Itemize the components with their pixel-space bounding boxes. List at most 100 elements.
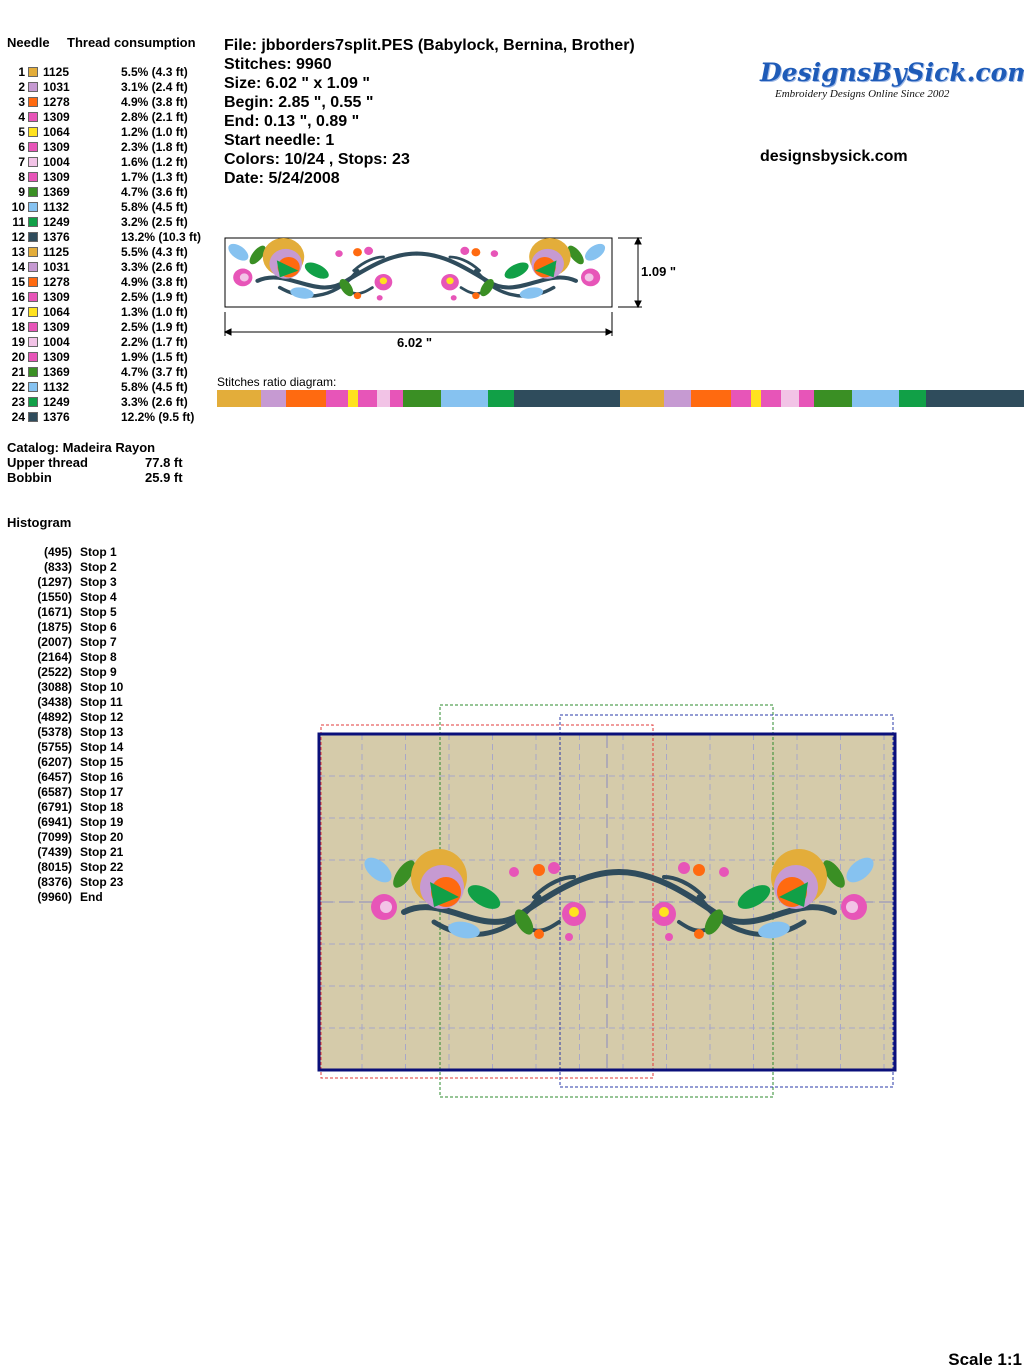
thread-consumption: 3.2% (2.5 ft) xyxy=(121,215,188,229)
needle-number: 17 xyxy=(11,305,25,319)
date-info: Date: 5/24/2008 xyxy=(224,170,340,187)
thread-code: 1309 xyxy=(43,170,70,184)
needle-number: 3 xyxy=(18,95,25,109)
stitch-count: (6207) xyxy=(37,755,72,769)
needle-number: 24 xyxy=(11,410,25,424)
thread-consumption: 4.9% (3.8 ft) xyxy=(121,275,188,289)
thread-code: 1004 xyxy=(43,335,70,349)
thread-color-swatch xyxy=(28,277,38,287)
ratio-segment xyxy=(487,390,514,407)
ratio-segment xyxy=(664,390,692,407)
histogram-row: (4892) Stop 12 xyxy=(8,710,138,725)
stop-label: Stop 23 xyxy=(80,875,124,889)
stop-label: Stop 14 xyxy=(80,740,124,754)
needle-row: 10 1132 5.8% (4.5 ft) xyxy=(8,200,213,215)
stitch-count: (4892) xyxy=(37,710,72,724)
needle-number: 8 xyxy=(18,170,25,184)
begin-info: Begin: 2.85 ", 0.55 " xyxy=(224,94,374,111)
ratio-segment xyxy=(814,390,853,407)
ratio-segment xyxy=(513,390,621,407)
thread-code: 1249 xyxy=(43,395,70,409)
thread-code: 1249 xyxy=(43,215,70,229)
stop-label: Stop 13 xyxy=(80,725,124,739)
stop-label: Stop 16 xyxy=(80,770,124,784)
needle-row: 7 1004 1.6% (1.2 ft) xyxy=(8,155,213,170)
histogram-row: (833) Stop 2 xyxy=(8,560,138,575)
stitch-count: (1297) xyxy=(37,575,72,589)
stitch-count: (495) xyxy=(43,545,72,559)
stitch-count: (1875) xyxy=(37,620,72,634)
scale-label: Scale 1:1 xyxy=(948,1350,1022,1369)
ratio-segment xyxy=(925,390,1024,407)
histogram-row: (2164) Stop 8 xyxy=(8,650,138,665)
histogram-row: (3088) Stop 10 xyxy=(8,680,138,695)
consumption-column-header: Thread consumption xyxy=(67,35,196,50)
thread-consumption: 2.5% (1.9 ft) xyxy=(121,320,188,334)
thread-code: 1369 xyxy=(43,185,70,199)
thread-color-swatch xyxy=(28,247,38,257)
thread-color-swatch xyxy=(28,217,38,227)
preview-outline xyxy=(224,237,613,308)
thread-code: 1132 xyxy=(43,380,70,394)
needle-number: 9 xyxy=(18,185,25,199)
needle-row: 5 1064 1.2% (1.0 ft) xyxy=(8,125,213,140)
histogram-row: (1671) Stop 5 xyxy=(8,605,138,620)
width-dimension xyxy=(223,312,614,336)
needle-row: 13 1125 5.5% (4.3 ft) xyxy=(8,245,213,260)
thread-consumption: 3.3% (2.6 ft) xyxy=(121,260,188,274)
brand-tagline: Embroidery Designs Online Since 2002 xyxy=(775,88,950,100)
needle-row: 18 1309 2.5% (1.9 ft) xyxy=(8,320,213,335)
needle-number: 23 xyxy=(11,395,25,409)
histogram-row: (5378) Stop 13 xyxy=(8,725,138,740)
needle-row: 19 1004 2.2% (1.7 ft) xyxy=(8,335,213,350)
stitches-ratio-bar xyxy=(217,390,1024,407)
stop-label: Stop 12 xyxy=(80,710,124,724)
stop-label: Stop 21 xyxy=(80,845,124,859)
thread-consumption: 1.7% (1.3 ft) xyxy=(121,170,188,184)
needle-row: 15 1278 4.9% (3.8 ft) xyxy=(8,275,213,290)
stitch-count: (2522) xyxy=(37,665,72,679)
thread-consumption: 5.8% (4.5 ft) xyxy=(121,380,188,394)
needle-row: 3 1278 4.9% (3.8 ft) xyxy=(8,95,213,110)
thread-color-swatch xyxy=(28,97,38,107)
needle-row: 17 1064 1.3% (1.0 ft) xyxy=(8,305,213,320)
ratio-segment xyxy=(730,390,751,407)
needle-number: 5 xyxy=(18,125,25,139)
thread-code: 1309 xyxy=(43,110,70,124)
needle-row: 8 1309 1.7% (1.3 ft) xyxy=(8,170,213,185)
stitch-count: (8376) xyxy=(37,875,72,889)
thread-code: 1031 xyxy=(43,260,70,274)
catalog-line: Catalog: Madeira Rayon xyxy=(7,440,156,455)
histogram-row: (2007) Stop 7 xyxy=(8,635,138,650)
ratio-segment xyxy=(781,390,800,407)
stop-label: Stop 1 xyxy=(80,545,117,559)
histogram-row: (1550) Stop 4 xyxy=(8,590,138,605)
thread-color-swatch xyxy=(28,322,38,332)
stop-label: Stop 3 xyxy=(80,575,117,589)
height-dimension xyxy=(618,236,642,309)
histogram-row: (8015) Stop 22 xyxy=(8,860,138,875)
thread-color-swatch xyxy=(28,202,38,212)
thread-consumption: 12.2% (9.5 ft) xyxy=(121,410,195,424)
stop-label: Stop 17 xyxy=(80,785,124,799)
ratio-segment xyxy=(799,390,815,407)
start-needle-info: Start needle: 1 xyxy=(224,132,335,149)
thread-color-swatch xyxy=(28,367,38,377)
needle-row: 12 1376 13.2% (10.3 ft) xyxy=(8,230,213,245)
needle-number: 11 xyxy=(12,215,25,229)
size-info: Size: 6.02 " x 1.09 " xyxy=(224,75,370,92)
thread-code: 1309 xyxy=(43,140,70,154)
histogram-row: (3438) Stop 11 xyxy=(8,695,138,710)
ratio-segment xyxy=(261,390,287,407)
thread-code: 1309 xyxy=(43,290,70,304)
stitch-count: (5755) xyxy=(37,740,72,754)
ratio-segment xyxy=(217,390,262,407)
stitch-count: (6457) xyxy=(37,770,72,784)
ratio-segment xyxy=(358,390,377,407)
histogram-row: (7099) Stop 20 xyxy=(8,830,138,845)
upper-thread-label: Upper thread xyxy=(7,455,88,470)
needle-row: 22 1132 5.8% (4.5 ft) xyxy=(8,380,213,395)
thread-code: 1125 xyxy=(43,245,70,259)
stop-label: Stop 5 xyxy=(80,605,117,619)
stop-label: Stop 11 xyxy=(80,695,123,709)
